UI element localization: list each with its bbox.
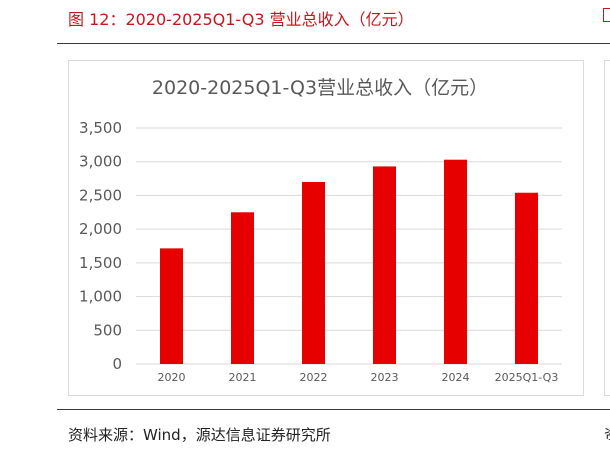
chart-frame	[68, 60, 584, 396]
bar-2024	[444, 159, 467, 364]
adjacent-source-fragment: 资	[604, 424, 610, 440]
y-tick-label: 3,500	[79, 119, 122, 137]
y-tick-label: 500	[93, 321, 122, 339]
x-tick-label: 2023	[371, 371, 399, 384]
bar-2021	[231, 212, 254, 364]
figure-title: 图 12：2020-2025Q1-Q3 营业总收入（亿元）	[68, 10, 414, 29]
x-tick-label: 2022	[300, 371, 328, 384]
adjacent-figure-title-fragment	[603, 8, 610, 22]
y-tick-label: 1,500	[79, 254, 122, 272]
gridlines	[136, 127, 562, 365]
bar-2023	[373, 166, 396, 364]
bottom-divider	[57, 409, 610, 410]
source-note: 资料来源：Wind，源达信息证券研究所	[68, 426, 331, 444]
x-tick-label: 2021	[229, 371, 257, 384]
y-tick-label: 3,000	[79, 153, 122, 171]
y-tick-label: 1,000	[79, 288, 122, 306]
x-tick-label: 2025Q1-Q3	[495, 371, 559, 384]
bar-2025q1-q3	[515, 192, 538, 364]
bar-2020	[160, 248, 183, 364]
y-tick-label: 0	[112, 355, 122, 373]
y-tick-label: 2,000	[79, 220, 122, 238]
bars	[160, 159, 538, 364]
x-tick-label: 2024	[442, 371, 470, 384]
y-axis-ticks: 0 500 1,000 1,500 2,000 2,500 3,000 3,500	[79, 119, 122, 373]
adjacent-chart-frame-fragment	[604, 60, 610, 396]
x-tick-label: 2020	[158, 371, 186, 384]
chart-title: 2020-2025Q1-Q3营业总收入（亿元）	[152, 77, 488, 99]
top-divider	[57, 43, 610, 44]
x-axis-ticks: 2020 2021 2022 2023 2024 2025Q1-Q3	[158, 371, 559, 384]
bar-2022	[302, 181, 325, 364]
y-tick-label: 2,500	[79, 186, 122, 204]
